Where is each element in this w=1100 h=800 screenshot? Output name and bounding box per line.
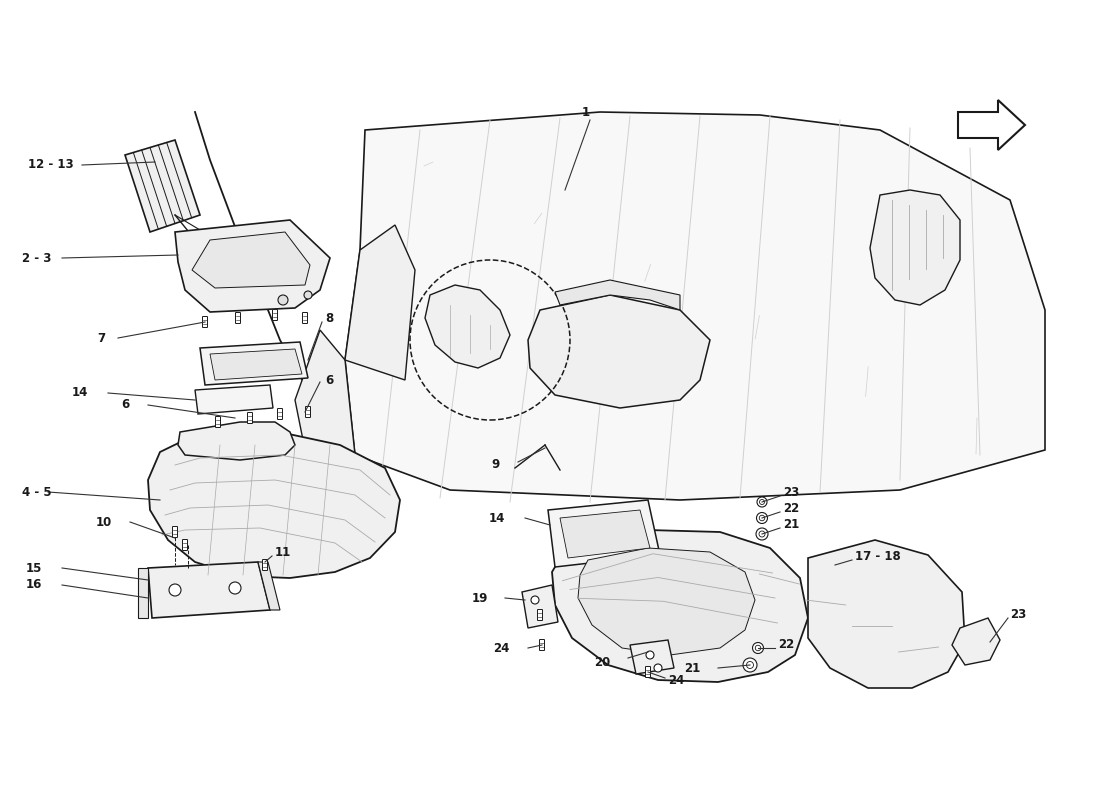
Polygon shape xyxy=(345,112,1045,500)
Text: 8: 8 xyxy=(324,311,333,325)
Polygon shape xyxy=(552,530,808,682)
Text: 21: 21 xyxy=(684,662,700,674)
Text: 17 - 18: 17 - 18 xyxy=(855,550,901,563)
FancyBboxPatch shape xyxy=(273,310,277,321)
Text: 6: 6 xyxy=(122,398,130,411)
Text: 22: 22 xyxy=(778,638,794,651)
Text: 11: 11 xyxy=(275,546,292,559)
Text: 7: 7 xyxy=(97,331,104,345)
Polygon shape xyxy=(148,430,400,578)
Circle shape xyxy=(229,582,241,594)
Polygon shape xyxy=(808,540,965,688)
FancyBboxPatch shape xyxy=(539,639,544,650)
Polygon shape xyxy=(148,562,270,618)
Text: 1: 1 xyxy=(582,106,590,119)
Text: 14: 14 xyxy=(488,511,505,525)
Circle shape xyxy=(531,596,539,604)
FancyBboxPatch shape xyxy=(183,539,187,550)
Circle shape xyxy=(759,515,764,521)
Polygon shape xyxy=(425,285,510,368)
Polygon shape xyxy=(138,568,148,618)
FancyBboxPatch shape xyxy=(235,313,241,323)
Polygon shape xyxy=(295,330,355,475)
Text: 23: 23 xyxy=(783,486,800,499)
Text: 23: 23 xyxy=(1010,609,1026,622)
Circle shape xyxy=(756,528,768,540)
Polygon shape xyxy=(175,220,330,312)
Polygon shape xyxy=(556,280,680,310)
Text: 22: 22 xyxy=(783,502,800,515)
Polygon shape xyxy=(178,422,295,460)
Circle shape xyxy=(759,531,764,537)
FancyBboxPatch shape xyxy=(216,417,220,427)
Polygon shape xyxy=(200,342,308,385)
Text: 21: 21 xyxy=(783,518,800,531)
Circle shape xyxy=(304,291,312,299)
Polygon shape xyxy=(258,562,280,610)
Polygon shape xyxy=(195,385,273,414)
Text: 19: 19 xyxy=(472,591,488,605)
Text: 24: 24 xyxy=(668,674,684,686)
Polygon shape xyxy=(548,500,660,567)
Circle shape xyxy=(654,664,662,672)
Polygon shape xyxy=(528,295,710,408)
FancyBboxPatch shape xyxy=(248,413,253,423)
Circle shape xyxy=(169,584,182,596)
Circle shape xyxy=(646,651,654,659)
Polygon shape xyxy=(870,190,960,305)
Circle shape xyxy=(757,497,767,507)
Text: 4 - 5: 4 - 5 xyxy=(22,486,52,498)
FancyBboxPatch shape xyxy=(538,610,542,621)
FancyBboxPatch shape xyxy=(302,313,308,323)
Circle shape xyxy=(747,662,754,669)
Text: 10: 10 xyxy=(96,515,112,529)
Circle shape xyxy=(278,295,288,305)
Text: 15: 15 xyxy=(25,562,42,574)
Circle shape xyxy=(756,646,761,650)
FancyBboxPatch shape xyxy=(277,409,283,419)
FancyBboxPatch shape xyxy=(646,666,650,678)
Polygon shape xyxy=(125,140,200,232)
Polygon shape xyxy=(522,585,558,628)
Circle shape xyxy=(757,513,768,523)
Text: 2 - 3: 2 - 3 xyxy=(22,251,52,265)
Polygon shape xyxy=(578,548,755,655)
FancyBboxPatch shape xyxy=(263,559,267,570)
FancyBboxPatch shape xyxy=(306,406,310,418)
Text: 14: 14 xyxy=(72,386,88,399)
Polygon shape xyxy=(345,225,415,380)
FancyBboxPatch shape xyxy=(173,526,177,538)
FancyBboxPatch shape xyxy=(202,317,208,327)
Circle shape xyxy=(759,499,764,505)
Polygon shape xyxy=(560,510,650,558)
Polygon shape xyxy=(210,349,302,380)
Polygon shape xyxy=(192,232,310,288)
Text: 20: 20 xyxy=(594,655,610,669)
Circle shape xyxy=(752,642,763,654)
Text: 12 - 13: 12 - 13 xyxy=(28,158,74,171)
Text: 24: 24 xyxy=(494,642,510,654)
Polygon shape xyxy=(958,100,1025,150)
Polygon shape xyxy=(952,618,1000,665)
Polygon shape xyxy=(630,640,674,674)
Text: 6: 6 xyxy=(324,374,333,386)
Text: 9: 9 xyxy=(492,458,500,471)
Circle shape xyxy=(742,658,757,672)
Text: 16: 16 xyxy=(25,578,42,591)
